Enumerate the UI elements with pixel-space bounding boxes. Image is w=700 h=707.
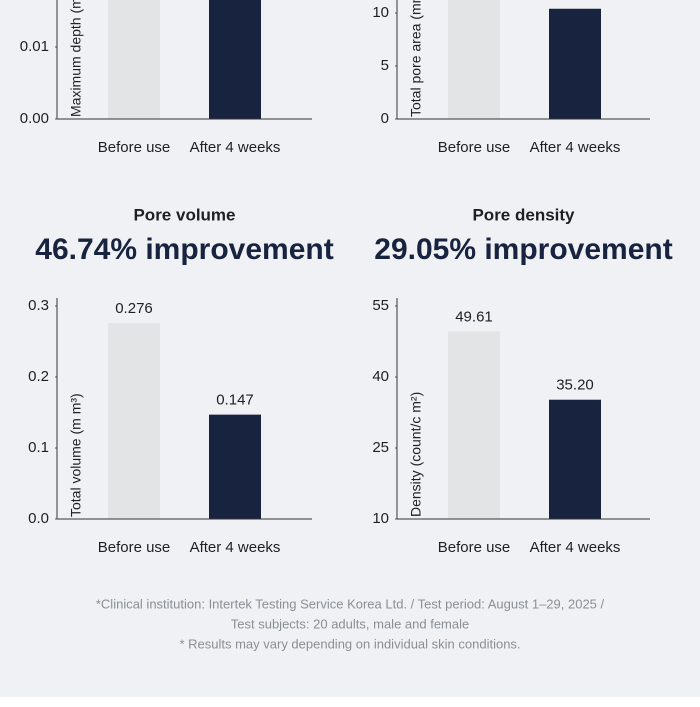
footnote: * Results may vary depending on individu… [179, 636, 520, 651]
x-tick-label: Before use [438, 139, 511, 156]
y-tick-label: 10 [372, 4, 389, 21]
x-tick-label: Before use [438, 539, 511, 556]
y-tick-label: 0.00 [20, 110, 49, 127]
y-tick-label: 10 [372, 510, 389, 527]
value-label: 0.147 [216, 392, 254, 409]
bar [209, 0, 261, 119]
footnote: *Clinical institution: Intertek Testing … [96, 596, 605, 611]
y-axis-label: Total volume (m m³) [68, 393, 84, 517]
y-tick-label: 0.0 [28, 510, 49, 527]
y-axis-label: Total pore area (mm²) [408, 0, 424, 117]
bar [448, 0, 500, 119]
x-tick-label: After 4 weeks [190, 539, 281, 556]
x-tick-label: After 4 weeks [530, 139, 621, 156]
bar [448, 331, 500, 519]
y-tick-label: 0 [381, 110, 389, 127]
bar [108, 323, 160, 519]
bar [209, 414, 261, 519]
y-tick-label: 0.01 [20, 38, 49, 55]
chart-title: Pore density [472, 205, 575, 224]
footnote: Test subjects: 20 adults, male and femal… [231, 616, 469, 631]
y-tick-label: 55 [372, 297, 389, 314]
x-tick-label: Before use [98, 539, 171, 556]
y-tick-label: 40 [372, 368, 389, 385]
y-tick-label: 5 [381, 57, 389, 74]
x-tick-label: Before use [98, 139, 171, 156]
y-tick-label: 0.2 [28, 368, 49, 385]
bar [549, 399, 601, 519]
y-tick-label: 0.3 [28, 297, 49, 314]
bottom-strip [0, 697, 700, 707]
bar [549, 8, 601, 119]
value-label: 0.276 [115, 300, 153, 317]
value-label: 49.61 [455, 308, 493, 325]
value-label: 35.20 [556, 377, 594, 394]
x-tick-label: After 4 weeks [530, 539, 621, 556]
chart-subtitle: 29.05% improvement [374, 233, 672, 266]
y-tick-label: 0.1 [28, 439, 49, 456]
y-axis-label: Maximum depth (mm) [68, 0, 84, 117]
chart-subtitle: 46.74% improvement [35, 233, 333, 266]
x-tick-label: After 4 weeks [190, 139, 281, 156]
bar [108, 0, 160, 119]
y-tick-label: 25 [372, 439, 389, 456]
chart-title: Pore volume [133, 205, 235, 224]
y-axis-label: Density (count/c m²) [408, 392, 424, 517]
